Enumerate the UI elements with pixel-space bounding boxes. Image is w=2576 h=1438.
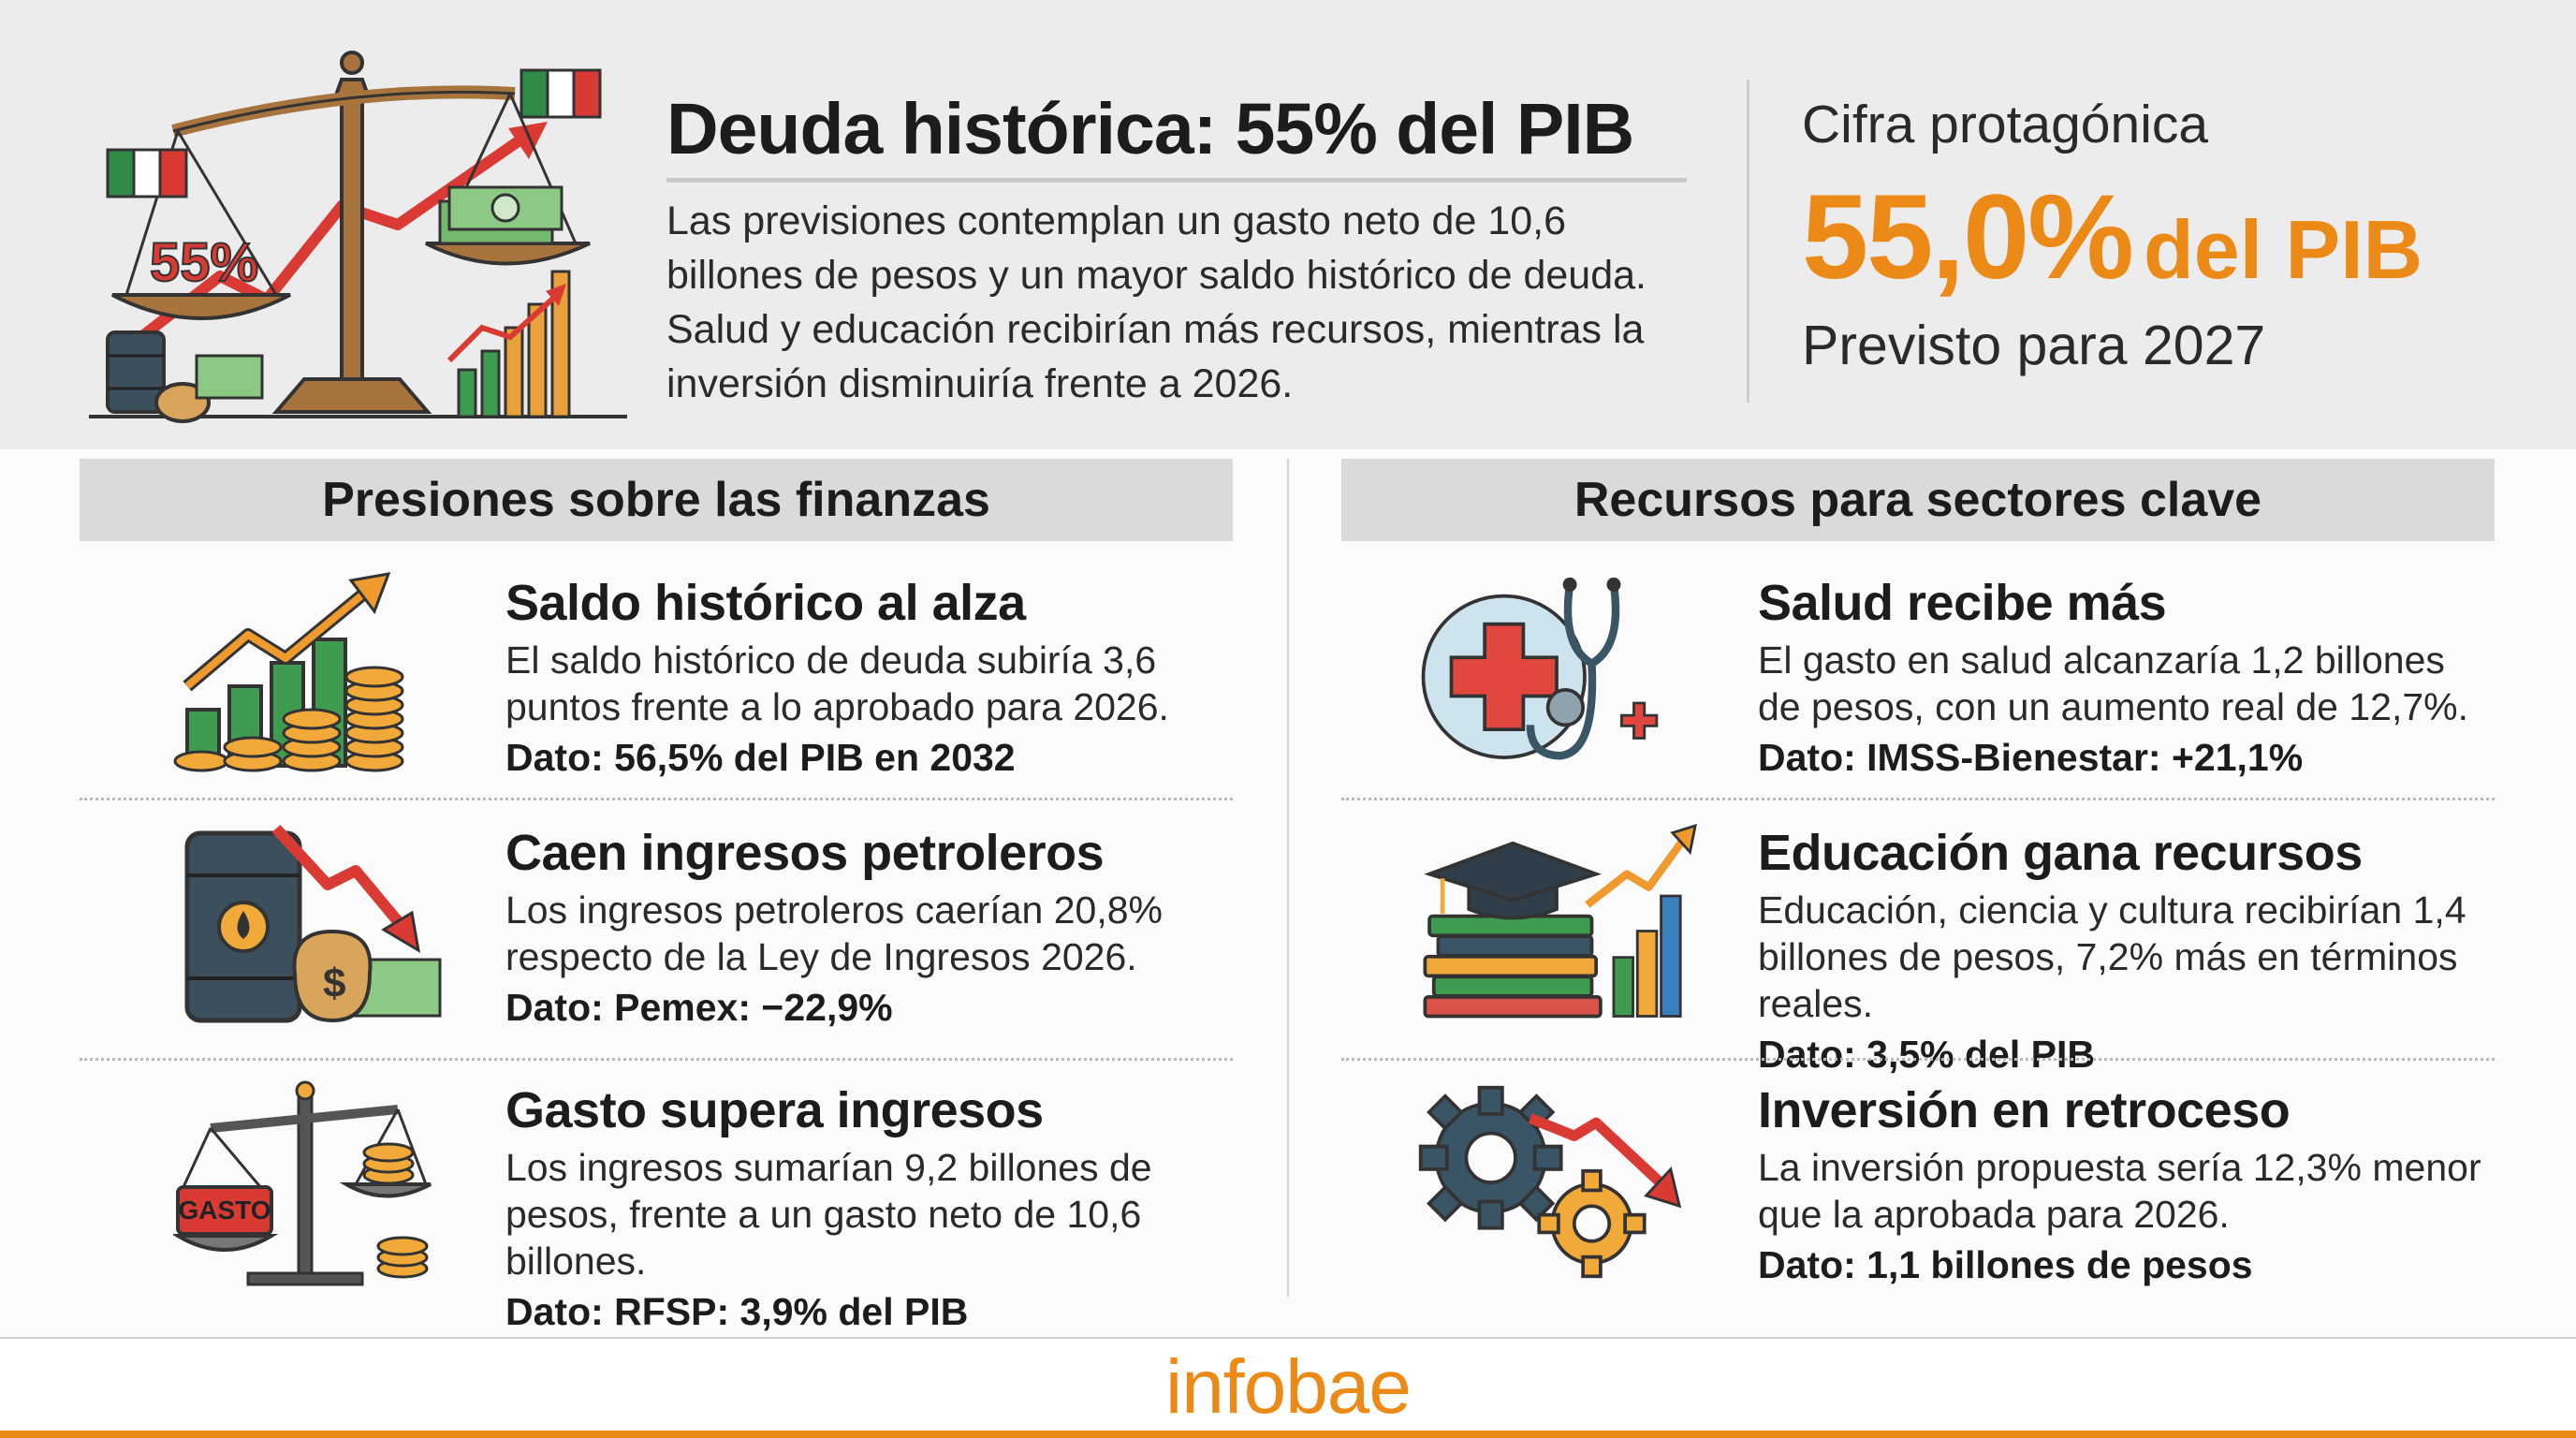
footer-divider [0,1337,2576,1339]
svg-text:$: $ [323,961,345,1006]
oil-barrel-falling-icon: $ [184,824,442,1023]
page-subtitle: Las previsiones contemplan un gasto neto… [666,198,1647,406]
header-band [0,0,2576,449]
kpi-unit: del PIB [2143,203,2423,296]
rising-bars-coins-icon [173,572,404,772]
kpi-note: Previsto para 2027 [1802,315,2266,376]
balance-scale-icon: GASTO [173,1080,432,1286]
dotted-divider [80,798,1233,800]
sectors-heading: Recursos para sectores clave [1341,459,2495,541]
kpi-label: Cifra protagónica [1802,95,2209,154]
item-text: La inversión propuesta sería 12,3% menor… [1758,1146,2481,1236]
item-data: Dato: IMSS-Bienestar: +21,1% [1758,736,2304,779]
brand-logo: infobae [1164,1344,1412,1430]
item-text: Los ingresos petroleros caerían 20,8% re… [505,888,1163,978]
column-divider [1287,459,1289,1297]
mexico-flag-icon [520,68,602,119]
item-title: Gasto supera ingresos [505,1082,1044,1138]
debt-scale-illustration-icon: 55% [89,51,627,423]
title-underline [666,178,1687,183]
dotted-divider [80,1058,1233,1061]
item-title: Caen ingresos petroleros [505,825,1105,881]
item-title: Saldo histórico al alza [505,575,1026,631]
item-text: El saldo histórico de deuda subiría 3,6 … [505,638,1169,728]
footer [0,1339,2576,1432]
dotted-divider [1341,798,2495,800]
gears-falling-icon [1418,1085,1682,1279]
mexico-flag-icon [106,148,188,198]
item-data: Dato: Pemex: −22,9% [505,986,893,1029]
item-title: Inversión en retroceso [1758,1082,2291,1138]
item-data: Dato: 56,5% del PIB en 2032 [505,736,1016,779]
item-data: Dato: 1,1 billones de pesos [1758,1243,2253,1286]
header-divider [1747,80,1749,403]
item-data: Dato: RFSP: 3,9% del PIB [505,1290,969,1333]
debt-percent-badge: 55% [150,232,258,293]
list-item: Salud recibe más El gasto en salud alcan… [1341,569,2495,817]
list-item: GASTO Gasto supera ingresos Los ingresos… [80,1077,1233,1333]
page-title: Deuda histórica: 55% del PIB [666,89,1634,169]
item-text: Los ingresos sumarían 9,2 billones de pe… [505,1146,1152,1283]
pressures-column: Presiones sobre las finanzas Saldo histó… [80,459,1233,1333]
kpi-number: 55,0% [1802,170,2134,304]
item-text: Educación, ciencia y cultura recibirían … [1758,888,2466,1025]
list-item: Saldo histórico al alza El saldo históri… [80,569,1233,817]
bottom-accent-bar [0,1431,2576,1438]
pressures-heading: Presiones sobre las finanzas [80,459,1233,541]
health-cross-stethoscope-icon [1421,577,1659,760]
sectors-column: Recursos para sectores clave Salud recib… [1341,459,2495,1286]
item-title: Salud recibe más [1758,575,2167,631]
list-item: Educación gana recursos Educación, cienc… [1341,819,2495,1076]
item-title: Educación gana recursos [1758,825,2363,881]
item-text: El gasto en salud alcanzaría 1,2 billone… [1758,638,2469,728]
graduation-books-icon [1423,823,1697,1019]
kpi-value: 55,0% del PIB [1802,169,2422,306]
dotted-divider [1341,1058,2495,1061]
gasto-label: GASTO [178,1196,271,1225]
list-item: $ Caen ingresos petroleros Los ingresos … [80,819,1233,1067]
list-item: Inversión en retroceso La inversión prop… [1341,1077,2495,1325]
item-data: Dato: 3,5% del PIB [1758,1033,2095,1076]
